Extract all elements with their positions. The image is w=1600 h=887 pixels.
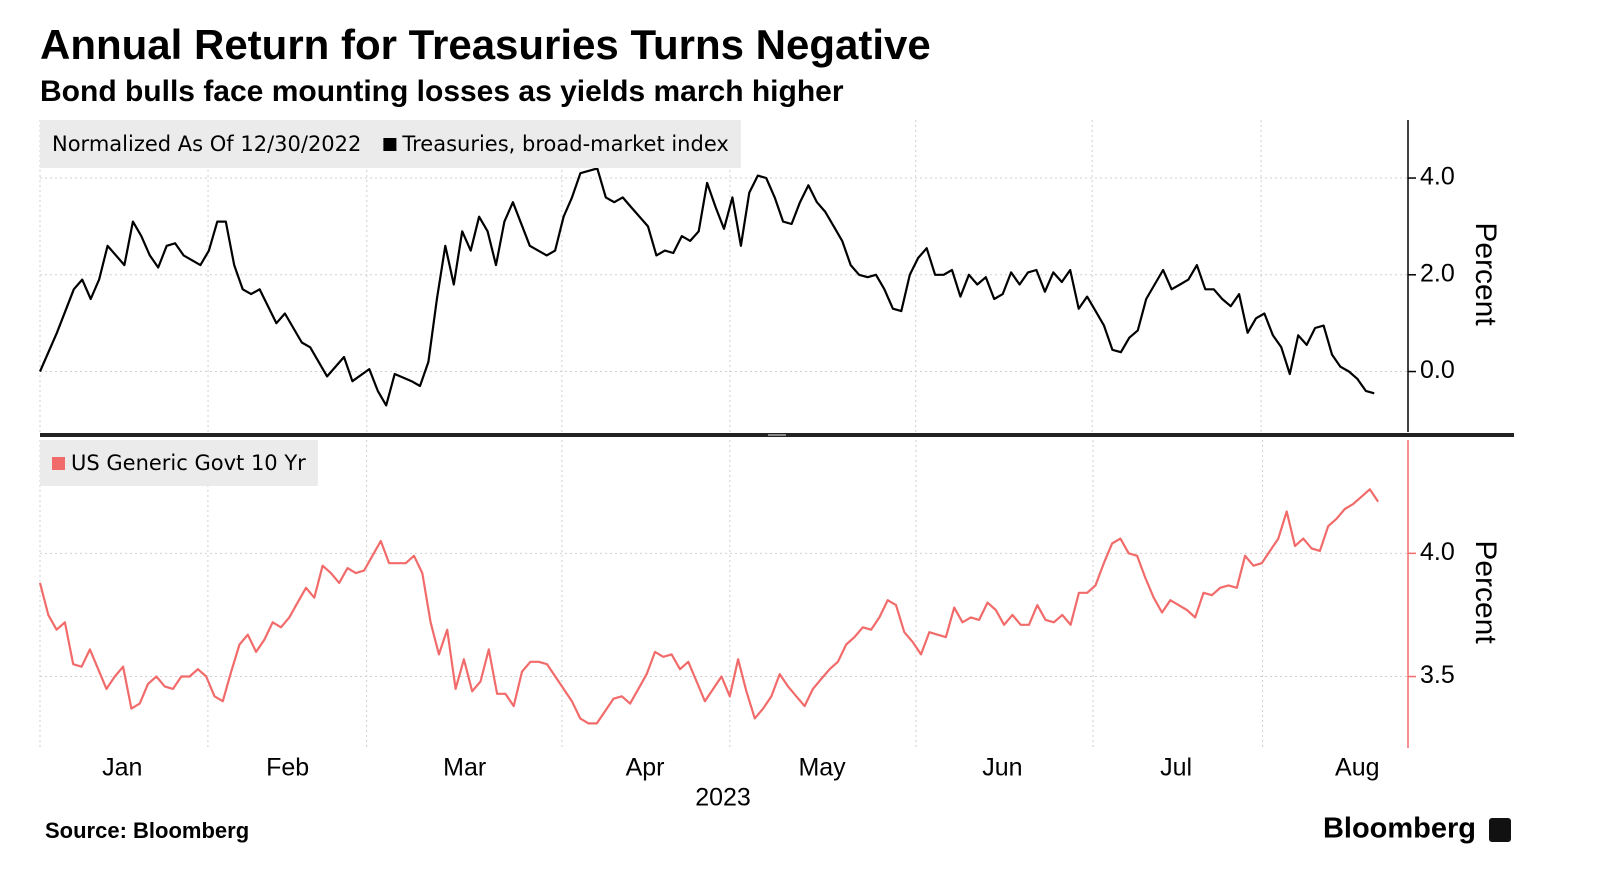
x-axis-label: 2023 [695,784,751,812]
y-axis-label: Percent [1469,540,1502,644]
legend-label: Treasuries, broad-market index [401,132,728,156]
y-axis-label: Percent [1469,222,1502,326]
series-line [38,488,1380,725]
legend-swatch [52,457,65,470]
x-tick-label: Jun [982,754,1022,782]
source: Source: Bloomberg [45,818,249,843]
x-tick-label: Apr [626,754,665,782]
series-line [38,167,1375,407]
y-tick-label: 4.0 [1420,538,1455,566]
x-tick-label: Aug [1335,754,1379,782]
brand-icon [1489,818,1511,842]
legend-swatch [383,138,397,151]
chart-subtitle: Bond bulls face mounting losses as yield… [40,75,844,108]
legend-box [40,440,318,486]
y-tick-label: 2.0 [1420,259,1455,287]
legend-label: US Generic Govt 10 Yr [71,451,306,475]
legend-note: Normalized As Of 12/30/2022 [52,132,361,156]
brand: Bloomberg [1323,813,1476,845]
y-tick-label: 4.0 [1420,163,1455,191]
x-tick-label: Feb [266,754,309,782]
x-tick-label: Mar [443,754,486,782]
x-tick-label: Jan [102,754,142,782]
chart-title: Annual Return for Treasuries Turns Negat… [40,21,931,68]
y-tick-label: 3.5 [1420,661,1455,689]
y-tick-label: 0.0 [1420,356,1455,384]
x-tick-label: May [798,754,846,782]
x-tick-label: Jul [1160,754,1192,782]
